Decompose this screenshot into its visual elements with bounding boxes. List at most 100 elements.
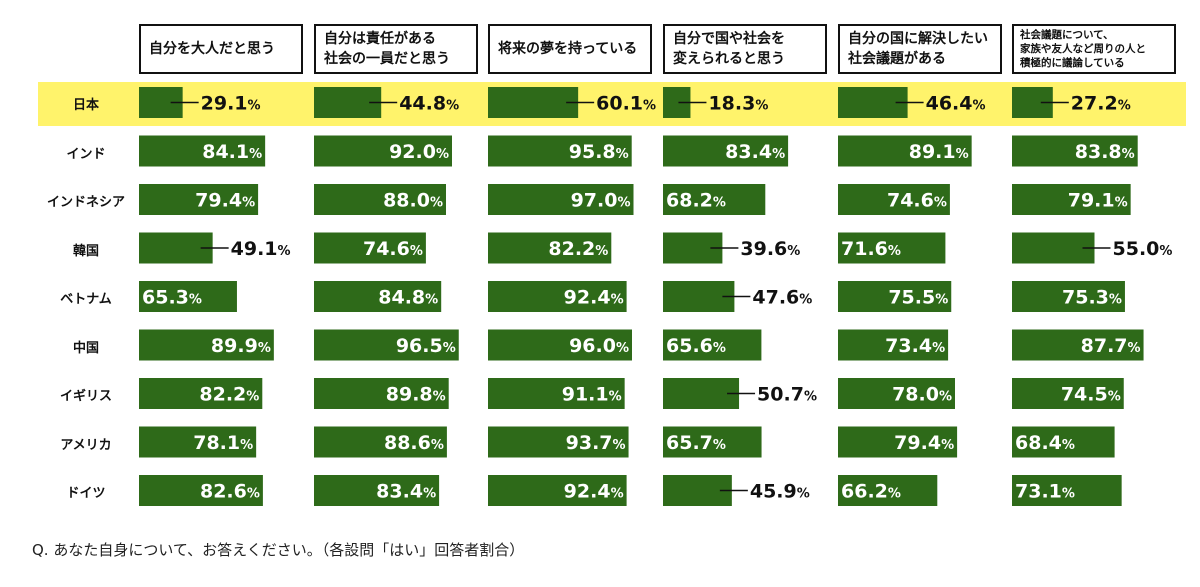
bar-c3-r7 (488, 378, 625, 409)
bar-c3-r8 (488, 426, 629, 458)
value-label-c2-r9: 83.4% (376, 481, 436, 503)
value-label-c3-r3: 97.0% (571, 190, 631, 212)
bar-c1-r4 (139, 232, 213, 264)
bar-c2-r7 (314, 378, 449, 409)
bar-c3-r4 (488, 232, 612, 264)
value-label-c6-r1: 27.2% (1071, 93, 1131, 115)
bar-c1-r6 (139, 329, 274, 361)
bar-c3-r2 (488, 135, 632, 167)
value-label-c3-r2: 95.8% (569, 141, 629, 163)
value-label-c4-r8: 65.7% (666, 432, 726, 454)
value-label-c4-r3: 68.2% (666, 190, 726, 212)
value-label-c6-r8: 68.4% (1015, 432, 1075, 454)
bar-c6-r3 (1012, 184, 1131, 215)
value-label-c4-r2: 83.4% (725, 141, 785, 163)
value-label-c2-r4: 74.6% (363, 238, 423, 260)
bar-c6-r5 (1012, 281, 1125, 312)
row-label-6: 中国 (72, 340, 99, 356)
value-label-c3-r6: 96.0% (569, 335, 629, 357)
bar-c1-r8 (139, 426, 257, 458)
bar-c4-r6 (663, 329, 762, 361)
value-label-c4-r7: 50.7% (757, 384, 817, 406)
bar-c2-r2 (314, 135, 452, 167)
bar-c6-r8 (1012, 426, 1115, 458)
row-label-2: インド (66, 146, 106, 162)
bar-c4-r2 (663, 135, 789, 167)
value-label-c4-r4: 39.6% (740, 238, 800, 260)
column-header-3: 将来の夢を持っている (488, 24, 652, 74)
value-label-c5-r2: 89.1% (909, 141, 969, 163)
bar-c6-r7 (1012, 378, 1124, 409)
bar-c3-r6 (488, 329, 632, 361)
value-label-c6-r5: 75.3% (1062, 287, 1122, 309)
bar-c3-r9 (488, 475, 627, 506)
japan-row-highlight (38, 82, 1186, 126)
value-label-c1-r2: 84.1% (202, 141, 262, 163)
value-label-c1-r9: 82.6% (200, 481, 260, 503)
bar-c6-r9 (1012, 475, 1122, 506)
value-label-c2-r7: 89.8% (386, 384, 446, 406)
value-label-c1-r5: 65.3% (142, 287, 202, 309)
value-label-c5-r3: 74.6% (887, 190, 947, 212)
column-header-5: 自分の国に解決したい 社会議題がある (838, 24, 1002, 74)
column-header-4: 自分で国や社会を 変えられると思う (663, 24, 827, 74)
bar-c2-r3 (314, 184, 446, 215)
bar-c3-r3 (488, 184, 634, 215)
value-label-c1-r3: 79.4% (195, 190, 255, 212)
bar-c3-r5 (488, 281, 627, 312)
value-label-c2-r3: 88.0% (383, 190, 443, 212)
value-label-c2-r8: 88.6% (384, 432, 444, 454)
value-label-c1-r1: 29.1% (201, 93, 261, 115)
column-header-2: 自分は責任がある 社会の一員だと思う (314, 24, 478, 74)
value-label-c6-r4: 55.0% (1113, 238, 1173, 260)
row-label-8: アメリカ (60, 437, 112, 453)
value-label-c4-r9: 45.9% (750, 481, 810, 503)
value-label-c3-r4: 82.2% (548, 238, 608, 260)
bar-c2-r4 (314, 232, 426, 264)
value-label-c1-r8: 78.1% (193, 432, 253, 454)
value-label-c5-r1: 46.4% (926, 93, 986, 115)
value-label-c5-r4: 71.6% (841, 238, 901, 260)
value-label-c3-r1: 60.1% (596, 93, 656, 115)
bar-c3-r1 (488, 87, 579, 118)
bar-c1-r2 (139, 135, 266, 167)
value-label-c6-r7: 74.5% (1061, 384, 1121, 406)
bar-c1-r5 (139, 281, 237, 312)
bar-c5-r9 (838, 475, 938, 506)
bar-c2-r8 (314, 426, 447, 458)
value-label-c6-r6: 87.7% (1081, 335, 1141, 357)
bar-c5-r5 (838, 281, 952, 312)
value-label-c5-r5: 75.5% (888, 287, 948, 309)
value-label-c3-r9: 92.4% (564, 481, 624, 503)
value-label-c3-r5: 92.4% (564, 287, 624, 309)
bar-c1-r9 (139, 475, 263, 506)
bar-c1-r3 (139, 184, 259, 215)
bar-c4-r3 (663, 184, 766, 215)
value-label-c3-r8: 93.7% (566, 432, 626, 454)
bar-c2-r5 (314, 281, 442, 312)
value-label-c1-r6: 89.9% (211, 335, 271, 357)
bar-c6-r2 (1012, 135, 1138, 167)
value-label-c2-r1: 44.8% (399, 93, 459, 115)
value-label-c1-r4: 49.1% (231, 238, 291, 260)
value-label-c3-r7: 91.1% (562, 384, 622, 406)
value-label-c6-r3: 79.1% (1068, 190, 1128, 212)
value-label-c4-r5: 47.6% (752, 287, 812, 309)
bar-c4-r7 (663, 378, 740, 409)
bar-c5-r8 (838, 426, 958, 458)
value-label-c1-r7: 82.2% (199, 384, 259, 406)
row-label-5: ベトナム (60, 292, 112, 307)
column-header-6: 社会議題について、 家族や友人など周りの人と 積極的に議論している (1012, 24, 1176, 74)
bar-c4-r8 (663, 426, 762, 458)
value-label-c4-r1: 18.3% (708, 93, 768, 115)
value-label-c2-r2: 92.0% (389, 141, 449, 163)
bar-c5-r3 (838, 184, 950, 215)
row-label-1: 日本 (72, 98, 99, 113)
value-label-c5-r6: 73.4% (885, 335, 945, 357)
row-label-7: イギリス (59, 389, 112, 404)
bar-c6-r4 (1012, 232, 1095, 264)
value-label-c4-r6: 65.6% (666, 335, 726, 357)
bar-c5-r4 (838, 232, 946, 264)
